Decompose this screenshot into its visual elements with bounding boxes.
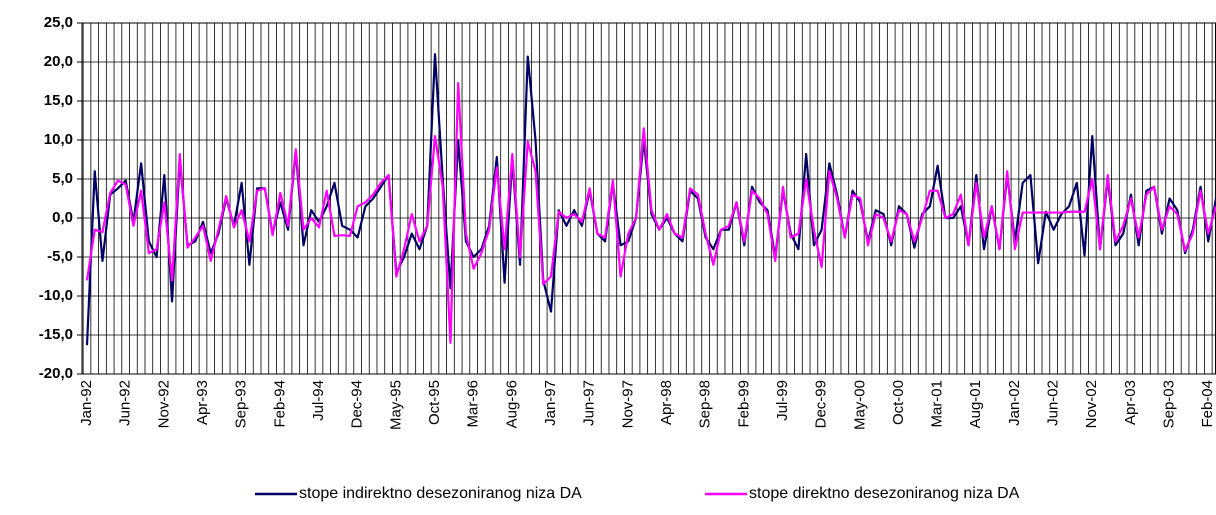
x-tick-label: Dec-94 xyxy=(349,380,366,428)
x-tick-label: Nov-02 xyxy=(1083,380,1100,428)
y-tick-label: 10,0 xyxy=(44,131,73,148)
x-tick-label: Aug-96 xyxy=(503,380,520,428)
x-tick-label: Oct-95 xyxy=(426,380,443,425)
x-tick-label: Oct-00 xyxy=(890,380,907,425)
x-tick-label: May-00 xyxy=(851,380,868,430)
series-line xyxy=(85,81,1216,344)
x-tick-label: Mar-96 xyxy=(465,380,482,428)
x-tick-label: Apr-98 xyxy=(658,380,675,425)
legend-label: stope indirektno desezoniranog niza DA xyxy=(299,485,582,502)
x-tick-label: Apr-93 xyxy=(194,380,211,425)
x-tick-label: Dec-99 xyxy=(813,380,830,428)
y-tick-label: 0,0 xyxy=(52,209,73,226)
x-tick-label: Feb-94 xyxy=(271,380,288,428)
y-tick-label: 5,0 xyxy=(52,170,73,187)
x-tick-label: Sep-93 xyxy=(233,380,250,428)
x-tick-label: Mar-01 xyxy=(929,380,946,428)
x-tick-label: Nov-97 xyxy=(619,380,636,428)
y-tick-label: -20,0 xyxy=(39,365,73,382)
y-tick-label: -5,0 xyxy=(47,248,73,265)
x-tick-label: Aug-01 xyxy=(967,380,984,428)
x-tick-label: Sep-98 xyxy=(697,380,714,428)
x-tick-label: Jun-97 xyxy=(581,380,598,426)
plot-area xyxy=(81,22,1216,375)
x-tick-label: Feb-04 xyxy=(1199,380,1216,428)
x-tick-label: Jul-99 xyxy=(774,380,791,421)
y-tick-label: -15,0 xyxy=(39,326,73,343)
x-tick-label: Apr-03 xyxy=(1122,380,1139,425)
legend-label: stope direktno desezoniranog niza DA xyxy=(749,485,1020,502)
x-tick-label: Jun-92 xyxy=(117,380,134,426)
x-tick-label: Jan-02 xyxy=(1006,380,1023,426)
x-tick-label: Jan-92 xyxy=(78,380,95,426)
x-tick-label: Feb-99 xyxy=(735,380,752,428)
x-tick-label: Sep-03 xyxy=(1161,380,1178,428)
x-tick-label: Jul-94 xyxy=(310,380,327,421)
y-tick-label: 15,0 xyxy=(44,92,73,109)
x-tick-label: Jun-02 xyxy=(1045,380,1062,426)
x-tick-label: Nov-92 xyxy=(155,380,172,428)
y-tick-label: -10,0 xyxy=(39,287,73,304)
y-tick-label: 20,0 xyxy=(44,53,73,70)
x-tick-label: May-95 xyxy=(387,380,404,430)
y-tick-label: 25,0 xyxy=(44,14,73,31)
x-tick-label: Jan-97 xyxy=(542,380,559,426)
